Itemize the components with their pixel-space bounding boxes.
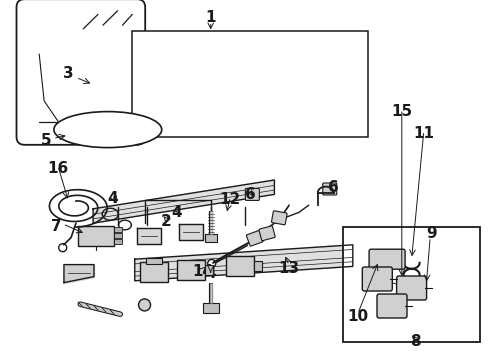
Text: 16: 16 <box>47 161 69 176</box>
FancyBboxPatch shape <box>245 188 259 201</box>
Polygon shape <box>64 265 94 283</box>
Circle shape <box>386 300 398 312</box>
Bar <box>177 260 205 280</box>
Text: 14: 14 <box>193 264 214 279</box>
Bar <box>226 256 254 276</box>
Circle shape <box>371 273 383 285</box>
Circle shape <box>393 255 401 263</box>
Text: 6: 6 <box>245 187 255 202</box>
Polygon shape <box>179 224 203 240</box>
Text: 3: 3 <box>63 66 74 81</box>
Bar <box>140 262 169 282</box>
Text: 12: 12 <box>220 192 241 207</box>
Circle shape <box>208 260 216 267</box>
Circle shape <box>232 258 248 274</box>
Text: 13: 13 <box>278 261 300 276</box>
Bar <box>205 265 213 275</box>
Circle shape <box>373 255 381 263</box>
Circle shape <box>183 262 199 278</box>
Text: 2: 2 <box>161 214 172 229</box>
FancyBboxPatch shape <box>369 249 405 269</box>
Text: 10: 10 <box>347 309 368 324</box>
Text: 7: 7 <box>51 219 62 234</box>
Text: 4: 4 <box>107 190 118 206</box>
FancyBboxPatch shape <box>377 294 407 318</box>
Text: 5: 5 <box>41 133 52 148</box>
Text: 9: 9 <box>426 226 437 242</box>
Bar <box>114 233 122 238</box>
FancyBboxPatch shape <box>271 211 287 225</box>
Polygon shape <box>93 180 274 223</box>
Circle shape <box>406 282 417 294</box>
Text: 11: 11 <box>414 126 434 141</box>
Bar <box>114 239 122 244</box>
Ellipse shape <box>54 112 162 148</box>
Bar <box>77 226 114 246</box>
FancyBboxPatch shape <box>362 267 392 291</box>
FancyBboxPatch shape <box>17 0 145 145</box>
FancyBboxPatch shape <box>246 230 263 246</box>
Circle shape <box>59 244 67 252</box>
FancyBboxPatch shape <box>323 183 337 195</box>
Bar <box>254 261 262 271</box>
Polygon shape <box>138 228 161 244</box>
FancyBboxPatch shape <box>396 276 427 300</box>
Circle shape <box>146 232 153 240</box>
Circle shape <box>187 228 195 236</box>
Circle shape <box>139 299 150 311</box>
Polygon shape <box>135 245 353 281</box>
Text: 15: 15 <box>391 104 413 119</box>
Circle shape <box>409 260 415 266</box>
Bar <box>132 31 368 137</box>
Text: 4: 4 <box>171 205 182 220</box>
Bar <box>114 227 122 232</box>
Bar <box>203 303 219 313</box>
Bar <box>205 234 217 242</box>
Bar <box>343 227 480 342</box>
Text: 4: 4 <box>205 266 216 281</box>
Text: 1: 1 <box>205 10 216 25</box>
Bar <box>147 258 162 264</box>
Text: 6: 6 <box>328 180 339 195</box>
Text: 8: 8 <box>410 334 421 350</box>
FancyBboxPatch shape <box>259 226 275 241</box>
